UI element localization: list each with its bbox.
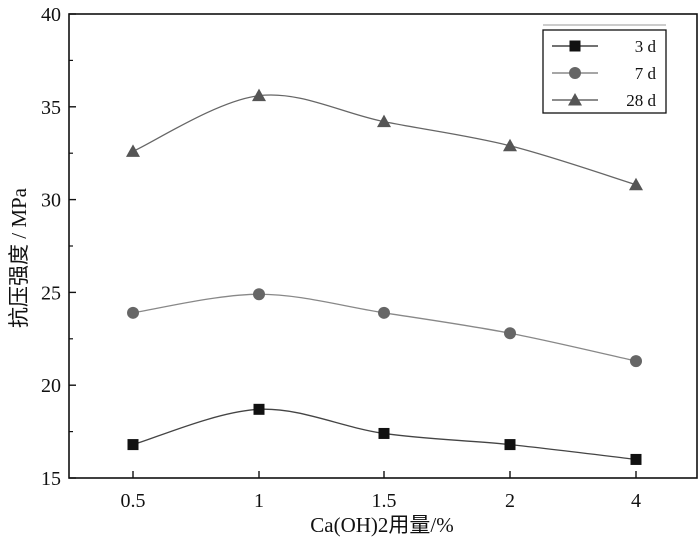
- legend-marker: [569, 40, 581, 52]
- data-point-28d: [377, 114, 391, 128]
- series-curves: [132, 94, 637, 461]
- data-point-28d: [503, 138, 517, 152]
- data-point-3d: [630, 453, 642, 465]
- legend-label: 7 d: [635, 64, 657, 83]
- y-tick-label: 35: [41, 97, 61, 119]
- legend-box: [542, 29, 667, 114]
- data-point-3d: [504, 439, 516, 451]
- data-point-3d: [253, 403, 265, 415]
- x-axis-title: Ca(OH)2用量/%: [310, 513, 453, 537]
- data-point-3d: [127, 439, 139, 451]
- y-axis-title: 抗压强度 / MPa: [7, 187, 31, 328]
- x-tick-label: 2: [505, 490, 515, 512]
- data-point-7d: [504, 327, 516, 340]
- data-point-28d: [629, 177, 643, 191]
- x-tick-label: 4: [631, 490, 641, 512]
- y-tick-label: 40: [41, 4, 61, 26]
- y-tick-label: 25: [41, 282, 61, 304]
- y-tick-label: 15: [41, 468, 61, 490]
- data-point-7d: [253, 288, 265, 301]
- series-line-7d: [132, 293, 637, 362]
- legend-label: 28 d: [626, 91, 656, 110]
- x-tick-label: 1: [254, 490, 264, 512]
- y-tick-label: 30: [41, 190, 61, 212]
- x-tick-label: 0.5: [121, 490, 146, 512]
- legend-marker: [568, 93, 582, 106]
- data-point-3d: [378, 427, 390, 439]
- x-axis-ticks: 0.5 1 1.5 2 4: [121, 471, 641, 512]
- y-axis-ticks: 15 20 25 30 35 40: [41, 4, 76, 490]
- data-point-7d: [127, 306, 139, 319]
- data-point-7d: [378, 306, 390, 319]
- legend-marker: [569, 67, 581, 79]
- y-tick-label: 20: [41, 375, 61, 397]
- legend-label: 3 d: [635, 37, 657, 56]
- x-tick-label: 1.5: [372, 490, 397, 512]
- data-point-28d: [252, 88, 266, 102]
- data-point-7d: [630, 355, 642, 368]
- legend: 3 d 7 d 28 d: [542, 24, 667, 114]
- data-point-28d: [126, 144, 140, 157]
- series-markers: [126, 88, 643, 465]
